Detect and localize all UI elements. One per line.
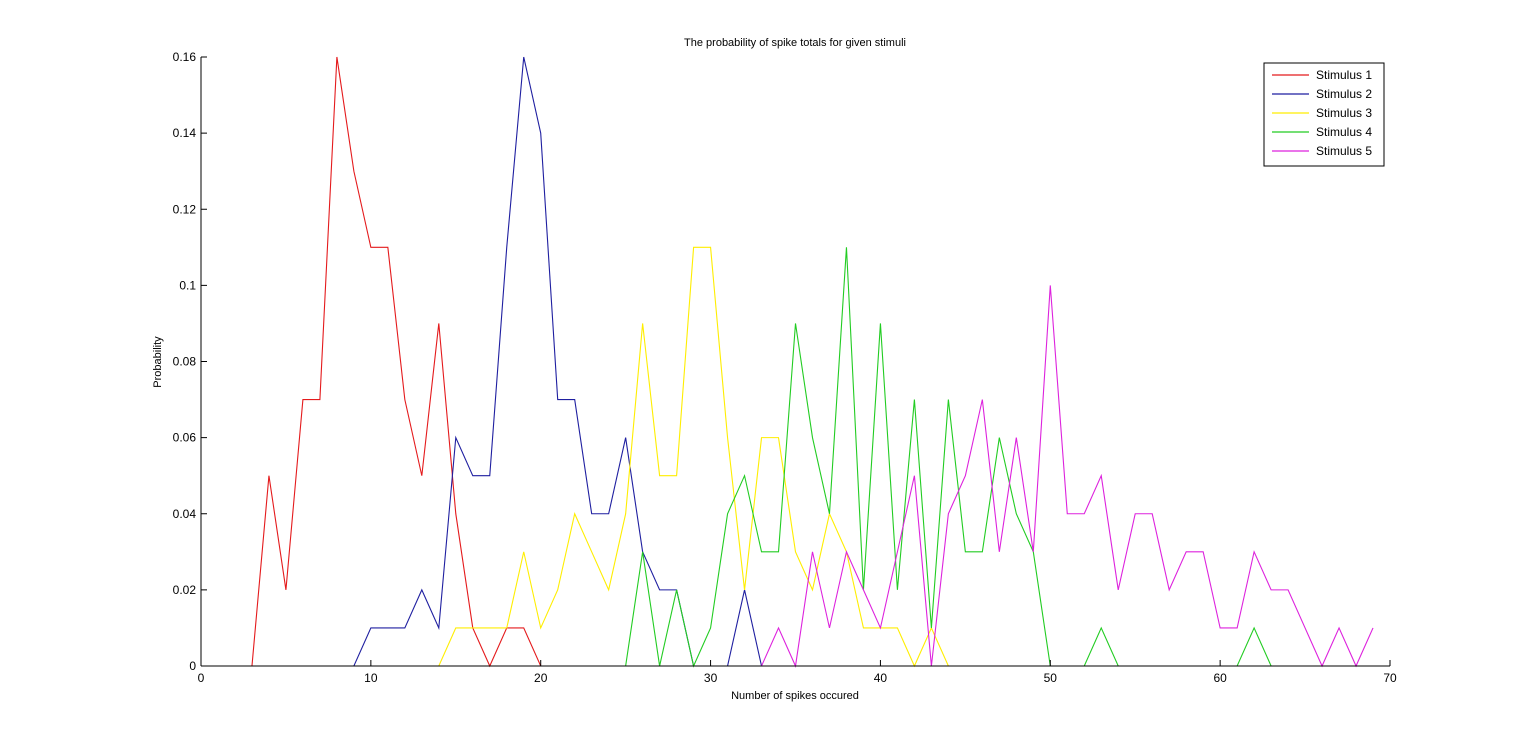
y-tick-label: 0.12: [173, 202, 197, 216]
axes-layer: 0 10 20 30 40 50 60 70 0 0.02 0.04 0.06 0.08 0.1 0.12 0…: [173, 50, 1397, 685]
legend-label-4: Stimulus 4: [1316, 125, 1372, 139]
y-tick-label: 0.04: [173, 507, 197, 521]
y-tick-label: 0.14: [173, 126, 197, 140]
x-tick-label: 50: [1044, 671, 1058, 685]
x-tick-label: 60: [1213, 671, 1227, 685]
legend-label-1: Stimulus 1: [1316, 68, 1372, 82]
x-tick-label: 10: [364, 671, 378, 685]
chart-title: The probability of spike totals for give…: [684, 37, 906, 49]
y-tick-label: 0.16: [173, 50, 197, 64]
x-tick-label: 40: [874, 671, 888, 685]
y-axis-label: Probability: [152, 336, 164, 388]
y-tick-label: 0.08: [173, 355, 197, 369]
legend-box: [1263, 62, 1385, 167]
y-tick-label: 0.02: [173, 583, 197, 597]
x-tick-label: 30: [704, 671, 718, 685]
legend: Stimulus 1 Stimulus 2 Stimulus 3 Stimulus 4…: [1263, 62, 1385, 167]
x-tick-label: 70: [1383, 671, 1397, 685]
y-tick-label: 0.1: [179, 278, 196, 292]
x-tick-label: 0: [198, 671, 205, 685]
legend-label-5: Stimulus 5: [1316, 144, 1372, 158]
x-axis-label: Number of spikes occured: [731, 690, 859, 702]
legend-label-3: Stimulus 3: [1316, 106, 1372, 120]
legend-label-2: Stimulus 2: [1316, 87, 1372, 101]
y-tick-label: 0: [189, 659, 196, 673]
x-tick-label: 20: [534, 671, 548, 685]
y-tick-label: 0.06: [173, 431, 197, 445]
